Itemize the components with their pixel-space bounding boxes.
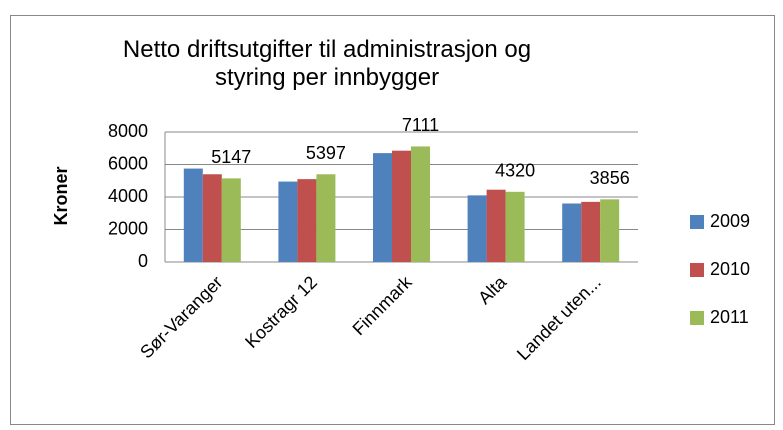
data-label: 4320: [495, 161, 535, 181]
bar: [373, 153, 392, 262]
bar: [486, 189, 506, 262]
data-label: 5397: [306, 143, 346, 163]
legend-label: 2009: [710, 211, 750, 231]
y-axis-label: Kroner: [51, 166, 71, 225]
y-tick-label: 4000: [108, 186, 148, 206]
bar: [562, 203, 582, 262]
bar: [316, 174, 336, 262]
bar: [278, 181, 298, 262]
bar: [221, 178, 241, 262]
y-tick-label: 6000: [108, 153, 148, 173]
legend-label: 2010: [710, 259, 750, 279]
chart-title: Netto driftsutgifter til administrasjon …: [122, 36, 532, 91]
data-label: 7111: [402, 115, 439, 135]
bar: [297, 179, 317, 262]
legend-label: 2011: [710, 307, 749, 327]
bar: [411, 146, 430, 262]
legend-swatch: [690, 311, 704, 325]
bar: [600, 199, 620, 262]
bar: [183, 168, 203, 262]
data-label: 5147: [211, 147, 251, 167]
bar: [467, 195, 487, 262]
bar: [202, 174, 222, 262]
y-tick-label: 2000: [108, 218, 148, 238]
bar: [392, 150, 411, 262]
y-tick-label: 8000: [108, 121, 148, 141]
legend-swatch: [690, 215, 704, 229]
data-label: 3856: [590, 168, 630, 188]
bar: [581, 201, 601, 262]
bar: [505, 191, 525, 262]
legend-swatch: [690, 263, 704, 277]
y-tick-label: 0: [138, 251, 148, 271]
